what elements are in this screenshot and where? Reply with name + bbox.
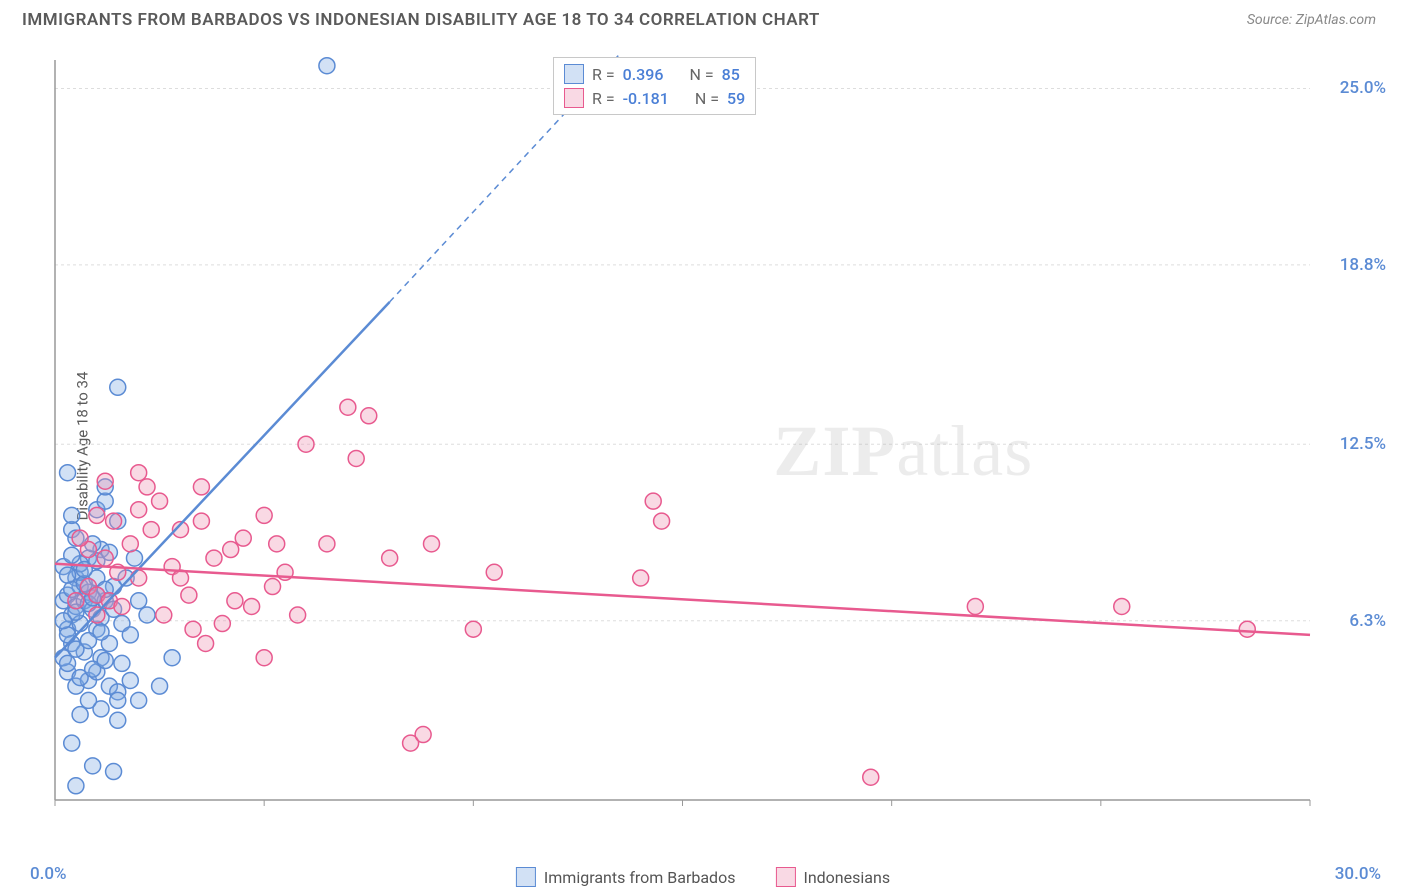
chart-title: IMMIGRANTS FROM BARBADOS VS INDONESIAN D…: [22, 10, 820, 30]
y-tick-label: 6.3%: [1349, 611, 1386, 631]
legend-item-indonesians: Indonesians: [775, 867, 890, 887]
x-axis-max-label: 30.0%: [1335, 864, 1381, 884]
source-label: Source: ZipAtlas.com: [1247, 12, 1376, 28]
plot-area: [50, 55, 1370, 835]
legend-item-barbados: Immigrants from Barbados: [516, 867, 736, 887]
y-tick-label: 25.0%: [1340, 78, 1386, 98]
swatch-barbados-icon: [516, 867, 536, 887]
bottom-legend: Immigrants from Barbados Indonesians: [516, 867, 890, 887]
x-axis-origin-label: 0.0%: [30, 864, 67, 884]
swatch-indonesians-icon: [775, 867, 795, 887]
y-tick-label: 12.5%: [1340, 434, 1386, 454]
y-tick-label: 18.8%: [1340, 255, 1386, 275]
stat-row-indonesians: R = -0.181 N = 59: [564, 86, 745, 110]
swatch-indonesians: [564, 88, 584, 108]
scatter-plot: [50, 55, 1370, 835]
stat-row-barbados: R = 0.396 N = 85: [564, 62, 745, 86]
swatch-barbados: [564, 64, 584, 84]
title-bar: IMMIGRANTS FROM BARBADOS VS INDONESIAN D…: [0, 0, 1406, 35]
stat-legend: R = 0.396 N = 85 R = -0.181 N = 59: [553, 57, 756, 115]
